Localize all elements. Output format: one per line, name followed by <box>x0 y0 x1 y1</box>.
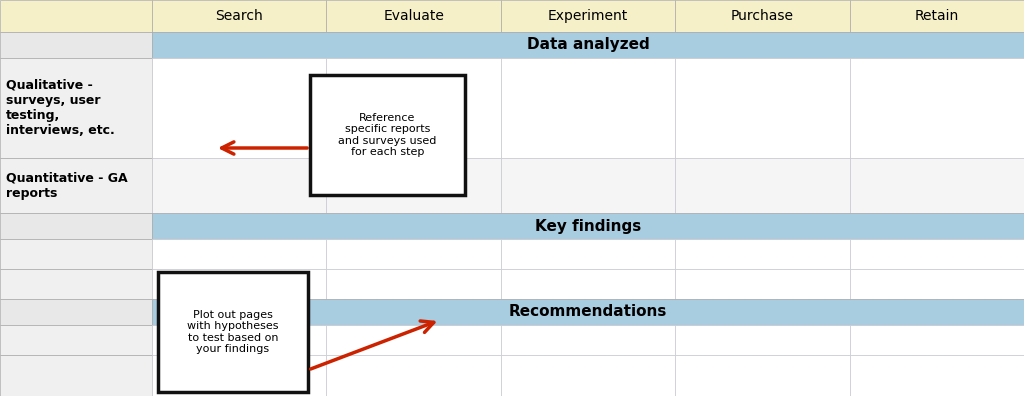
Text: Retain: Retain <box>914 9 958 23</box>
Bar <box>0 58 152 158</box>
Bar <box>675 325 850 355</box>
Bar <box>152 0 327 32</box>
Bar <box>850 239 1024 269</box>
Bar <box>0 325 152 355</box>
Bar <box>327 325 501 355</box>
Bar <box>850 355 1024 396</box>
Bar <box>675 269 850 299</box>
Bar <box>152 269 327 299</box>
Bar <box>675 239 850 269</box>
Bar <box>501 239 675 269</box>
Bar <box>0 0 152 32</box>
Bar <box>327 0 501 32</box>
Bar <box>152 299 1024 325</box>
Bar <box>675 158 850 213</box>
Text: Key findings: Key findings <box>535 219 641 234</box>
Text: Experiment: Experiment <box>548 9 628 23</box>
Bar <box>327 355 501 396</box>
Bar <box>152 355 327 396</box>
Bar <box>0 299 152 325</box>
Bar <box>0 213 152 239</box>
Text: Evaluate: Evaluate <box>383 9 444 23</box>
Bar <box>310 75 465 195</box>
Bar <box>501 58 675 158</box>
Text: Recommendations: Recommendations <box>509 305 668 320</box>
Bar <box>501 269 675 299</box>
Bar <box>152 325 327 355</box>
Bar <box>0 269 152 299</box>
Text: Search: Search <box>215 9 263 23</box>
Bar <box>152 58 327 158</box>
Bar <box>501 0 675 32</box>
Bar <box>675 58 850 158</box>
Bar <box>675 0 850 32</box>
Bar <box>850 325 1024 355</box>
Bar <box>0 32 152 58</box>
Bar <box>158 272 308 392</box>
Bar <box>850 0 1024 32</box>
Bar <box>850 58 1024 158</box>
Bar <box>152 213 1024 239</box>
Bar <box>327 269 501 299</box>
Text: Data analyzed: Data analyzed <box>526 38 649 53</box>
Bar <box>501 158 675 213</box>
Bar <box>850 269 1024 299</box>
Bar <box>152 239 327 269</box>
Bar <box>152 32 1024 58</box>
Bar <box>0 158 152 213</box>
Text: Plot out pages
with hypotheses
to test based on
your findings: Plot out pages with hypotheses to test b… <box>187 310 279 354</box>
Bar <box>850 158 1024 213</box>
Text: Qualitative -
surveys, user
testing,
interviews, etc.: Qualitative - surveys, user testing, int… <box>6 79 115 137</box>
Bar <box>152 158 327 213</box>
Text: Quantitative - GA
reports: Quantitative - GA reports <box>6 171 128 200</box>
Bar <box>0 239 152 269</box>
Bar <box>0 355 152 396</box>
Bar <box>501 355 675 396</box>
Bar <box>675 355 850 396</box>
Bar <box>327 239 501 269</box>
Text: Reference
specific reports
and surveys used
for each step: Reference specific reports and surveys u… <box>338 112 436 157</box>
Bar <box>501 325 675 355</box>
Bar <box>327 58 501 158</box>
Text: Purchase: Purchase <box>731 9 794 23</box>
Bar <box>327 158 501 213</box>
